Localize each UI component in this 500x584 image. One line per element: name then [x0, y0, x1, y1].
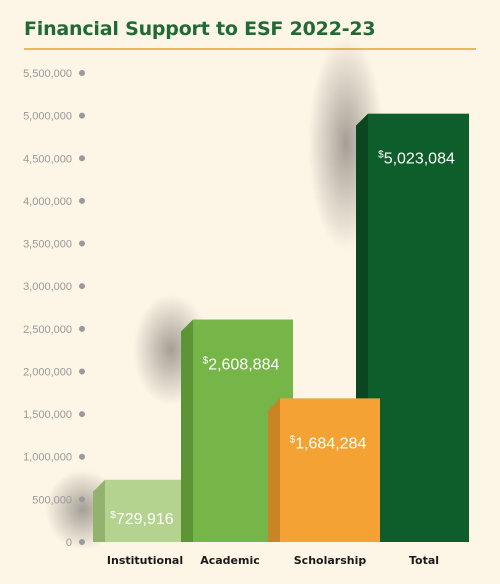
- title-underline: [24, 48, 476, 50]
- chart-title: Financial Support to ESF 2022-23: [24, 18, 376, 40]
- y-tick-dot: [79, 155, 85, 162]
- bar-value-label: $1,684,284: [290, 434, 367, 452]
- y-tick-dot: [79, 411, 85, 418]
- bar-value-label: $5,023,084: [378, 150, 455, 168]
- bar-front: [105, 479, 183, 542]
- bar-institutional: $729,916: [93, 479, 183, 542]
- y-tick-label: 500,000: [32, 494, 72, 506]
- y-tick-label: 2,000,000: [23, 366, 72, 378]
- y-tick-dot: [79, 325, 85, 332]
- y-tick-label: 5,500,000: [23, 68, 72, 80]
- y-tick-label: 4,000,000: [23, 196, 72, 208]
- x-category-label: Institutional: [107, 554, 183, 567]
- bar-side: [268, 398, 280, 542]
- y-tick-dot: [79, 112, 85, 119]
- bar-scholarship: $1,684,284: [268, 398, 380, 542]
- y-tick-dot: [79, 197, 85, 204]
- y-tick-dot: [79, 496, 85, 503]
- y-tick-label: 2,500,000: [23, 324, 72, 336]
- bar-side: [93, 479, 105, 542]
- y-tick-label: 1,500,000: [23, 409, 72, 421]
- y-tick-label: 3,000,000: [23, 281, 72, 293]
- x-category-label: Total: [409, 554, 439, 567]
- bar-front: [280, 398, 380, 542]
- bar-value-label: $2,608,884: [203, 356, 280, 374]
- y-tick-dot: [79, 368, 85, 375]
- x-category-label: Scholarship: [294, 554, 367, 567]
- bar-value-label: $729,916: [110, 510, 174, 528]
- y-tick-label: 0: [66, 537, 72, 549]
- x-category-label: Academic: [200, 554, 260, 567]
- y-tick-dot: [79, 240, 85, 247]
- y-tick-dot: [79, 453, 85, 460]
- bar-front: [368, 113, 469, 542]
- y-tick-label: 4,500,000: [23, 153, 72, 165]
- y-tick-dot: [79, 539, 85, 545]
- y-tick-label: 3,500,000: [23, 239, 72, 251]
- y-tick-label: 5,000,000: [23, 111, 72, 123]
- y-tick-label: 1,000,000: [23, 452, 72, 464]
- y-tick-dot: [79, 283, 85, 290]
- y-tick-dot: [79, 70, 85, 76]
- bar-side: [181, 319, 193, 542]
